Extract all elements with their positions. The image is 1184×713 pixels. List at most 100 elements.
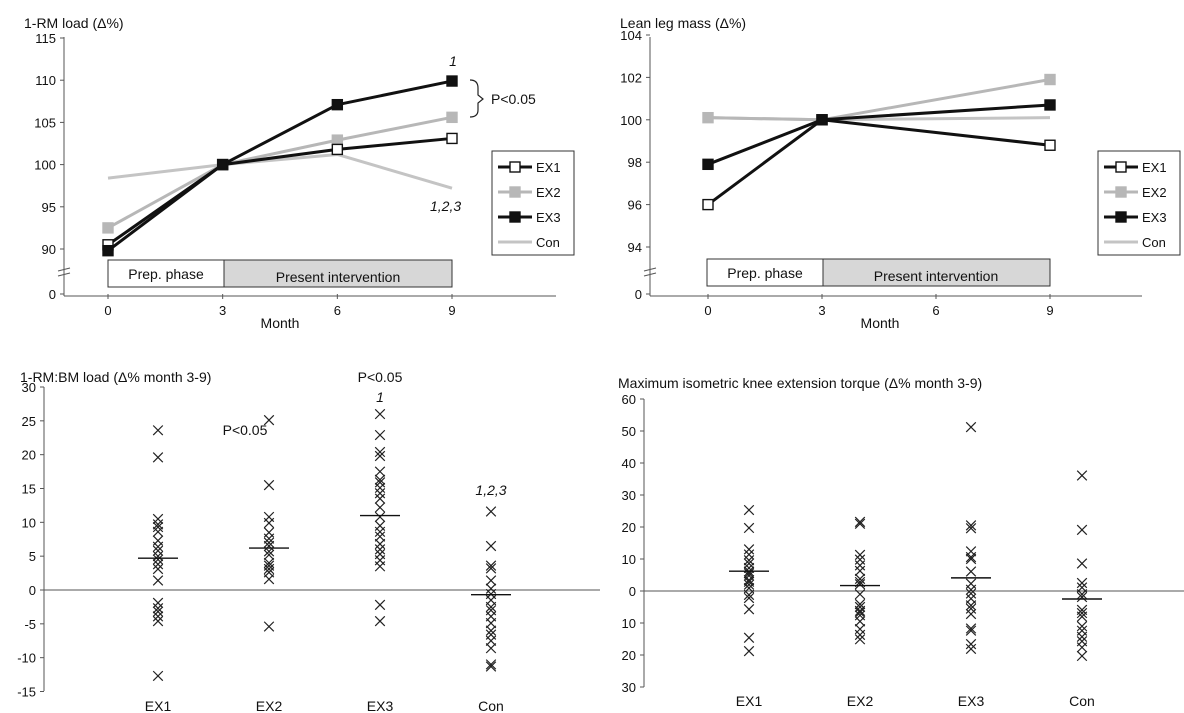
data-point <box>854 634 866 645</box>
data-point <box>743 549 755 560</box>
data-point <box>152 519 164 530</box>
data-point <box>263 414 275 426</box>
data-point <box>263 563 275 575</box>
data-point <box>485 659 497 670</box>
cross-stroke <box>1076 524 1088 536</box>
cross-stroke <box>152 606 164 617</box>
cross-stroke <box>1076 591 1088 603</box>
data-point <box>854 579 866 590</box>
data-point <box>1076 558 1088 569</box>
cross-stroke <box>1076 558 1088 569</box>
axis-break-mark <box>643 272 657 277</box>
data-point <box>854 518 866 530</box>
category-label: EX3 <box>958 693 985 709</box>
cross-stroke <box>743 592 755 604</box>
y-tick-label: 90 <box>42 242 56 257</box>
cross-stroke <box>374 482 386 494</box>
cross-stroke <box>854 607 866 618</box>
annotation-label: 1 <box>376 389 384 405</box>
legend-marker <box>1115 186 1127 198</box>
category-label: Con <box>1069 693 1095 709</box>
x-axis-label: Month <box>261 315 300 331</box>
y-tick-label: 96 <box>628 198 642 213</box>
cross-stroke <box>854 516 866 528</box>
legend-marker <box>509 211 521 223</box>
data-point <box>374 599 386 611</box>
y-tick-label: 50 <box>622 424 636 439</box>
cross-stroke <box>263 537 275 548</box>
data-point <box>152 521 164 533</box>
cross-stroke <box>965 421 977 433</box>
data-point <box>1076 650 1088 662</box>
data-point <box>374 408 386 420</box>
cross-stroke <box>854 518 866 530</box>
data-point <box>263 479 275 491</box>
y-tick-label: 115 <box>35 31 56 46</box>
data-point-ex3 <box>1044 99 1056 111</box>
data-point-ex2 <box>102 222 114 234</box>
cross-stroke <box>965 638 977 650</box>
cross-stroke <box>743 579 755 590</box>
cross-stroke <box>152 575 164 586</box>
cross-stroke <box>854 573 866 585</box>
data-point <box>485 540 497 552</box>
category-label: EX2 <box>256 698 283 713</box>
annotation-label: 1,2,3 <box>430 198 461 214</box>
cross-stroke <box>743 589 755 601</box>
cross-stroke <box>965 520 977 531</box>
data-point <box>854 588 866 600</box>
x-axis-label: Month <box>861 315 900 331</box>
data-point <box>854 629 866 641</box>
data-point <box>743 589 755 601</box>
data-point <box>743 504 755 516</box>
data-point <box>152 452 164 463</box>
x-tick-label: 6 <box>334 303 341 318</box>
cross-stroke <box>743 504 755 516</box>
y-tick-label: 40 <box>622 456 636 471</box>
data-point-ex2 <box>702 111 714 124</box>
cross-stroke <box>152 521 164 533</box>
y-tick-label: 25 <box>22 414 36 429</box>
data-point-ex3 <box>702 158 714 171</box>
data-point <box>965 638 977 650</box>
cross-stroke <box>1076 631 1088 642</box>
series-line-ex3 <box>707 103 1051 166</box>
data-point <box>152 559 164 570</box>
category-label: Con <box>478 698 504 713</box>
cross-stroke <box>854 634 866 645</box>
data-point <box>152 615 164 627</box>
data-point <box>854 607 866 618</box>
chart-knee-extension-torque: Maximum isometric knee extension torque … <box>618 375 1184 709</box>
data-point <box>965 520 977 531</box>
chart-1rm-bm-load: 1-RM:BM load (Δ% month 3-9) -15 -10 -5 0 5 10… <box>17 369 600 713</box>
data-point <box>374 488 386 499</box>
cross-stroke <box>854 560 866 571</box>
data-point <box>743 522 755 534</box>
data-point <box>965 623 977 634</box>
cross-stroke <box>374 493 386 504</box>
cross-stroke <box>743 544 755 555</box>
data-point <box>152 563 164 575</box>
cross-stroke <box>263 533 275 544</box>
cross-stroke <box>485 540 497 552</box>
cross-stroke <box>374 531 386 542</box>
series-line-ex1 <box>107 136 453 247</box>
y-tick-label: 100 <box>34 158 56 173</box>
cross-stroke <box>854 565 866 577</box>
y-tick-label: 104 <box>620 28 642 43</box>
cross-stroke <box>1076 470 1088 481</box>
data-point <box>854 616 866 627</box>
cross-stroke <box>263 563 275 575</box>
phase-label: Present intervention <box>276 269 401 285</box>
cross-stroke <box>965 600 977 611</box>
phase-label: Prep. phase <box>128 266 204 282</box>
data-point <box>965 553 977 565</box>
data-point <box>854 549 866 561</box>
data-point <box>152 611 164 622</box>
data-point <box>965 600 977 611</box>
cross-stroke <box>152 545 164 556</box>
data-point <box>374 502 386 513</box>
chart-title: 1-RM load (Δ%) <box>24 15 124 31</box>
category-label: EX2 <box>847 693 874 709</box>
data-point <box>485 661 497 672</box>
